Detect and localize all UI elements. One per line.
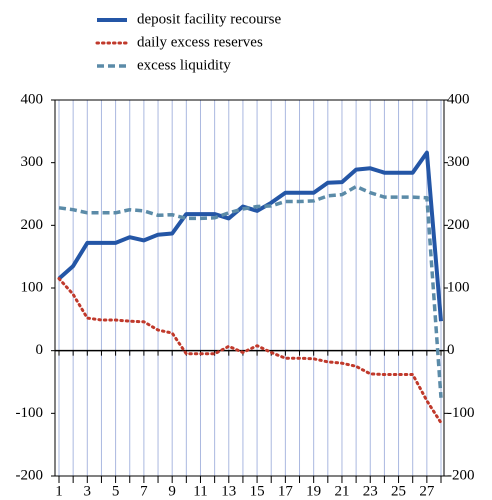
x-tick-label: 11 [193, 483, 207, 499]
y-tick-label: 100 [21, 279, 44, 295]
y-tick-label: 200 [21, 217, 44, 233]
x-tick-label: 25 [391, 483, 406, 499]
y2-tick-label: -100 [447, 405, 475, 421]
y-tick-label: -100 [16, 405, 44, 421]
x-tick-label: 19 [306, 483, 321, 499]
x-tick-label: 7 [140, 483, 148, 499]
x-tick-label: 1 [55, 483, 63, 499]
y2-tick-label: 400 [447, 91, 470, 107]
y2-tick-label: 300 [447, 154, 470, 170]
y2-tick-label: -200 [447, 467, 475, 483]
x-tick-label: 5 [112, 483, 120, 499]
y-tick-label: 0 [36, 342, 44, 358]
x-tick-label: 27 [419, 483, 435, 499]
x-tick-label: 21 [334, 483, 349, 499]
series-line [57, 277, 443, 425]
y2-tick-label: 0 [447, 342, 455, 358]
series-line [58, 184, 443, 398]
series-line [57, 150, 443, 322]
x-tick-label: 17 [278, 483, 294, 499]
x-tick-label: 15 [250, 483, 265, 499]
x-tick-label: 3 [84, 483, 92, 499]
legend-label: excess liquidity [137, 57, 231, 73]
plot-frame [54, 99, 445, 477]
y-tick-label: -200 [16, 467, 44, 483]
y-tick-label: 400 [21, 91, 44, 107]
legend-label: deposit facility recourse [137, 11, 281, 27]
x-tick-label: 9 [168, 483, 176, 499]
x-tick-label: 13 [221, 483, 236, 499]
legend-label: daily excess reserves [137, 34, 263, 50]
y-tick-label: 300 [21, 154, 44, 170]
x-tick-label: 23 [363, 483, 378, 499]
y2-tick-label: 100 [447, 279, 470, 295]
y2-tick-label: 200 [447, 217, 470, 233]
